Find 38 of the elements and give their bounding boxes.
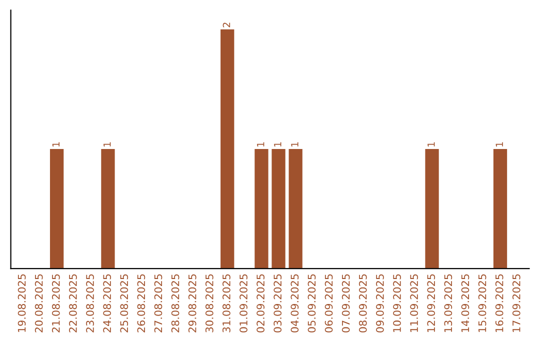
data-label: 1 [52,142,60,147]
x-tick-label: 31.08.2025 [222,274,230,332]
x-tick-label: 23.08.2025 [86,274,94,332]
x-tick-label: 27.08.2025 [154,274,162,332]
x-tick-label: 29.08.2025 [188,274,196,332]
x-tick-label: 15.09.2025 [478,274,486,332]
x-tick-label: 30.08.2025 [205,274,214,332]
x-tick-label: 01.09.2025 [240,274,248,332]
x-tick-label: 05.09.2025 [308,274,316,332]
x-tick-label: 17.09.2025 [512,274,520,332]
x-tick-label: 07.09.2025 [342,274,350,332]
data-label: 2 [222,22,230,28]
x-tick-label: 03.09.2025 [274,274,282,332]
data-label: 1 [257,142,264,147]
data-label: 1 [274,142,282,147]
data-label: 1 [496,142,503,147]
x-tick-label: 12.09.2025 [427,274,436,332]
data-label: 1 [104,142,111,147]
x-tick-label: 24.08.2025 [103,274,111,332]
x-tick-label: 16.09.2025 [495,274,504,332]
x-tick-label: 26.08.2025 [137,274,146,332]
x-tick-label: 21.08.2025 [52,274,60,332]
x-tick-label: 06.09.2025 [324,274,333,332]
x-tick-label: 08.09.2025 [358,274,367,332]
data-label: 1 [291,142,298,147]
x-tick-label: 19.08.2025 [18,274,26,332]
x-tick-label: 11.09.2025 [410,274,418,332]
x-tick-label: 14.09.2025 [461,274,470,332]
data-label: 1 [428,142,435,147]
x-tick-label: 20.08.2025 [34,274,43,332]
x-tick-label: 10.09.2025 [393,274,401,332]
x-tick-label: 22.08.2025 [69,274,77,332]
x-tick-label: 04.09.2025 [290,274,299,332]
x-tick-label: 02.09.2025 [256,274,264,332]
x-tick-label: 13.09.2025 [444,274,452,332]
x-tick-label: 25.08.2025 [120,274,128,332]
x-tick-label: 28.08.2025 [171,274,180,332]
x-tick-label: 09.09.2025 [376,274,384,332]
